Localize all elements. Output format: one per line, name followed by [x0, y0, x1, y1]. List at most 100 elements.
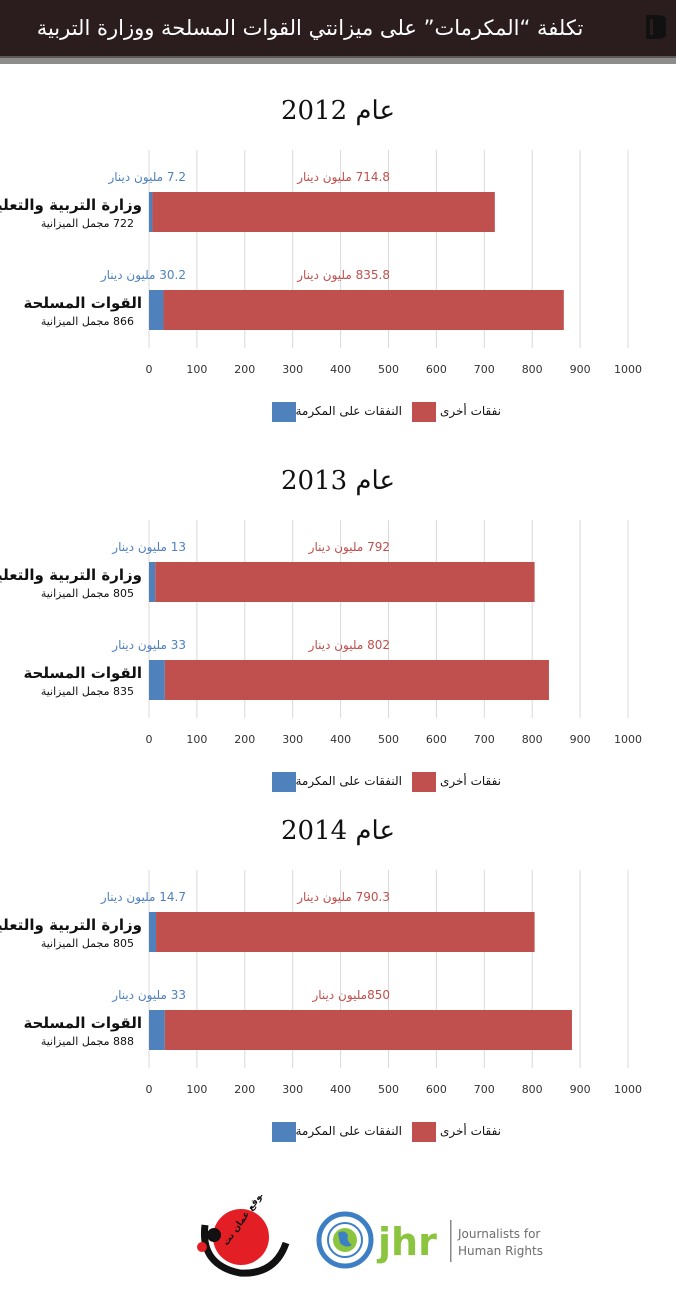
chart-title: عام 2013	[281, 466, 395, 496]
x-tick-label: 700	[474, 733, 495, 746]
bar-other	[164, 660, 549, 700]
bar-makruma	[149, 192, 153, 232]
x-tick-label: 1000	[614, 363, 642, 376]
page-header: تكلفة “المكرمات” على ميزانتي القوات المس…	[0, 0, 676, 56]
legend-label-makruma: النفقات على المكرمة	[295, 404, 402, 418]
brand-mark-icon	[646, 15, 666, 39]
category-total-label: 866 مجمل الميزانية	[40, 315, 134, 328]
legend-swatch-makruma	[272, 1122, 296, 1142]
bar-makruma	[149, 1010, 165, 1050]
data-label-other: 835.8 مليون دينار	[297, 268, 390, 282]
chart-title: عام 2014	[281, 816, 395, 846]
data-label-other: 850مليون دينار	[312, 988, 390, 1002]
chart-plot: 0 100 200 300 400 500 600 700 800 900 1000	[146, 150, 642, 376]
legend-label-other: نفقات أخرى	[439, 1124, 501, 1138]
logos-artwork: موقع عمان نت jhr Journalists for Human R…	[197, 1188, 543, 1277]
x-tick-label: 600	[426, 363, 447, 376]
legend-swatch-other	[412, 1122, 436, 1142]
bar-makruma	[149, 660, 165, 700]
legend-swatch-makruma	[272, 402, 296, 422]
bar-makruma	[149, 562, 156, 602]
x-tick-label: 600	[426, 733, 447, 746]
chart-2013: عام 2013 0 100 200 300 400 500 600 700 800 900 1000…	[0, 460, 676, 800]
category-label: وزارة التربية والتعليم	[0, 916, 142, 934]
x-tick-label: 200	[234, 363, 255, 376]
x-tick-label: 1000	[614, 733, 642, 746]
header-divider-dark	[0, 56, 676, 58]
x-tick-label: 500	[378, 733, 399, 746]
jhr-tagline-line2: Human Rights	[458, 1244, 543, 1258]
category-label: وزارة التربية والتعليم	[0, 566, 142, 584]
chart-2012: عام 2012 0 100 200 300 400 500 600 700 800 900 1000…	[0, 90, 676, 430]
data-label-makruma: 7.2 مليون دينار	[108, 170, 186, 184]
x-tick-label: 500	[378, 363, 399, 376]
x-tick-label: 900	[570, 363, 591, 376]
jhr-wordmark: jhr	[376, 1220, 437, 1264]
x-tick-label: 1000	[614, 1083, 642, 1096]
x-tick-label: 300	[282, 1083, 303, 1096]
data-label-makruma: 14.7 مليون دينار	[100, 890, 186, 904]
data-label-makruma: 13 مليون دينار	[112, 540, 186, 554]
x-tick-label: 0	[146, 733, 153, 746]
legend-swatch-makruma	[272, 772, 296, 792]
category-label: القوات المسلحة	[23, 664, 142, 682]
data-label-other: 790.3 مليون دينار	[297, 890, 390, 904]
x-tick-label: 400	[330, 733, 351, 746]
x-tick-label: 0	[146, 363, 153, 376]
bar-makruma	[149, 912, 157, 952]
legend-label-other: نفقات أخرى	[439, 404, 501, 418]
jhr-logo-icon	[316, 1211, 374, 1269]
data-label-other: 802 مليون دينار	[308, 638, 390, 652]
legend-label-makruma: النفقات على المكرمة	[295, 774, 402, 788]
data-label-makruma: 33 مليون دينار	[112, 988, 186, 1002]
category-label: القوات المسلحة	[23, 1014, 142, 1032]
x-tick-label: 800	[522, 733, 543, 746]
legend-swatch-other	[412, 772, 436, 792]
chart-legend: النفقات على المكرمة نفقات أخرى	[0, 400, 676, 424]
category-total-label: 835 مجمل الميزانية	[40, 685, 134, 698]
x-tick-label: 700	[474, 363, 495, 376]
x-tick-label: 900	[570, 733, 591, 746]
x-tick-label: 300	[282, 363, 303, 376]
x-tick-label: 100	[186, 733, 207, 746]
bar-other	[155, 562, 535, 602]
chart-2014: عام 2014 0 100 200 300 400 500 600 700 800 900 1000…	[0, 810, 676, 1150]
jhr-tagline-line1: Journalists for	[457, 1227, 540, 1241]
x-tick-label: 500	[378, 1083, 399, 1096]
x-tick-label: 800	[522, 363, 543, 376]
bar-other	[163, 290, 564, 330]
category-total-label: 805 مجمل الميزانية	[40, 937, 134, 950]
x-tick-label: 200	[234, 733, 255, 746]
x-tick-label: 100	[186, 1083, 207, 1096]
chart-legend: النفقات على المكرمة نفقات أخرى	[0, 1120, 676, 1144]
chart-plot: 0 100 200 300 400 500 600 700 800 900 1000	[146, 520, 642, 746]
data-label-makruma: 33 مليون دينار	[112, 638, 186, 652]
chart-title: عام 2012	[281, 96, 395, 126]
category-label: وزارة التربية والتعليم	[0, 196, 142, 214]
bar-other	[152, 192, 495, 232]
x-tick-label: 400	[330, 363, 351, 376]
x-tick-label: 700	[474, 1083, 495, 1096]
page-title: تكلفة “المكرمات” على ميزانتي القوات المس…	[36, 16, 584, 40]
bar-other	[156, 912, 535, 952]
legend-swatch-other	[412, 402, 436, 422]
data-label-makruma: 30.2 مليون دينار	[100, 268, 186, 282]
x-tick-label: 900	[570, 1083, 591, 1096]
ammannet-logo-icon: موقع عمان نت	[197, 1188, 290, 1277]
x-tick-label: 300	[282, 733, 303, 746]
bar-makruma	[149, 290, 164, 330]
x-tick-label: 0	[146, 1083, 153, 1096]
x-tick-label: 600	[426, 1083, 447, 1096]
chart-legend: النفقات على المكرمة نفقات أخرى	[0, 770, 676, 794]
x-tick-label: 100	[186, 363, 207, 376]
category-total-label: 805 مجمل الميزانية	[40, 587, 134, 600]
data-label-other: 792 مليون دينار	[308, 540, 390, 554]
x-tick-label: 800	[522, 1083, 543, 1096]
x-tick-label: 400	[330, 1083, 351, 1096]
chart-plot: 0 100 200 300 400 500 600 700 800 900 1000	[146, 870, 642, 1096]
x-tick-label: 200	[234, 1083, 255, 1096]
footer-logos: موقع عمان نت jhr Journalists for Human R…	[0, 1188, 676, 1295]
legend-label-makruma: النفقات على المكرمة	[295, 1124, 402, 1138]
category-total-label: 722 مجمل الميزانية	[40, 217, 134, 230]
legend-label-other: نفقات أخرى	[439, 774, 501, 788]
